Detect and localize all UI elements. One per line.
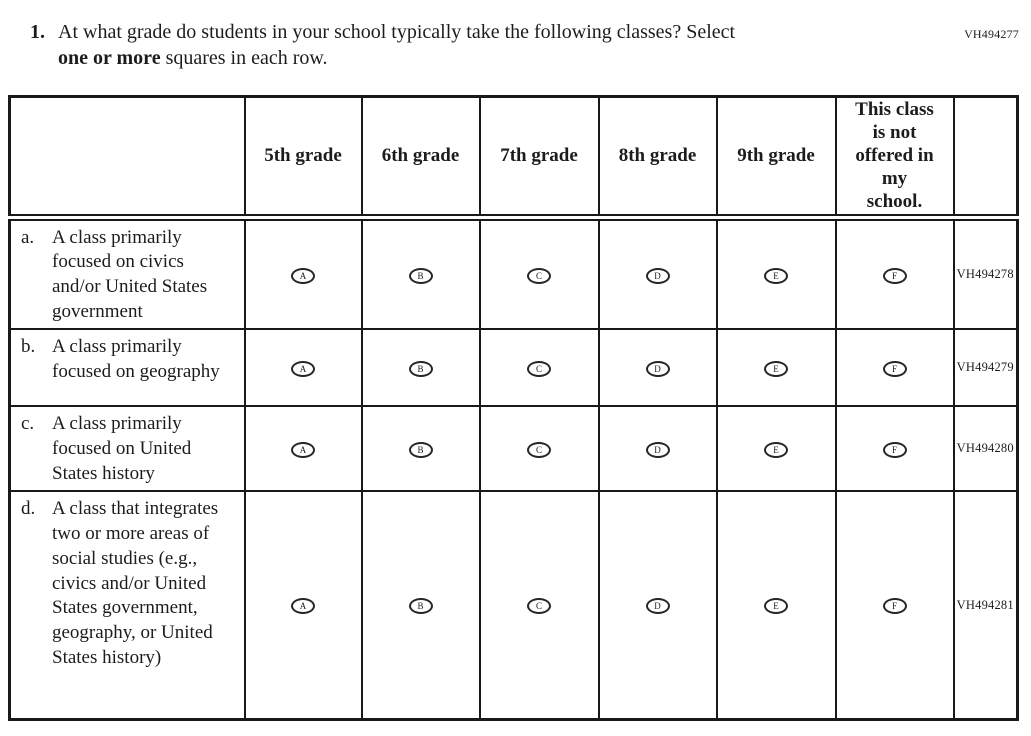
option-bubble-d[interactable]: D bbox=[645, 598, 670, 615]
answer-cell: F bbox=[834, 216, 955, 331]
header-not-offered: This class is not offered in my school. bbox=[834, 95, 955, 221]
option-bubble-b[interactable]: B bbox=[408, 267, 433, 284]
header-code-column bbox=[952, 95, 1019, 221]
header-5th-grade: 5th grade bbox=[243, 95, 363, 221]
option-bubble-a[interactable]: A bbox=[291, 441, 315, 458]
answer-cell: D bbox=[597, 216, 718, 331]
option-bubble-b[interactable]: B bbox=[408, 598, 433, 615]
row-code: VH494281 bbox=[952, 490, 1019, 721]
option-bubble-d[interactable]: D bbox=[645, 441, 670, 458]
option-bubble-d[interactable]: D bbox=[645, 267, 670, 284]
question-line1: At what grade do students in your school… bbox=[58, 21, 736, 43]
answer-cell: F bbox=[834, 490, 955, 721]
answer-cell: B bbox=[360, 405, 481, 493]
row-a-letter: a. bbox=[21, 226, 35, 248]
row-b-label: A class primarily focused on geography bbox=[52, 336, 220, 383]
answer-cell: B bbox=[360, 328, 481, 408]
answer-cell: A bbox=[243, 328, 363, 408]
answer-cell: C bbox=[478, 216, 600, 331]
question-number: 1. bbox=[30, 21, 45, 43]
answer-cell: E bbox=[715, 216, 837, 331]
row-a-label: A class primarily focused on civics and/… bbox=[52, 226, 208, 322]
question-bold-phrase: one or more bbox=[58, 47, 161, 70]
answer-cell: F bbox=[834, 405, 955, 493]
option-bubble-f[interactable]: F bbox=[882, 598, 907, 615]
answer-cell: A bbox=[243, 405, 363, 493]
table-row-d: d. A class that integrates two or more a… bbox=[8, 490, 1019, 721]
option-bubble-e[interactable]: E bbox=[764, 267, 788, 284]
answer-cell: C bbox=[478, 405, 600, 493]
table-row-a: a. A class primarily focused on civics a… bbox=[8, 216, 1019, 331]
question-line2-rest: squares in each row. bbox=[160, 47, 328, 70]
option-bubble-f[interactable]: F bbox=[882, 360, 907, 377]
option-bubble-f[interactable]: F bbox=[882, 441, 907, 458]
row-d-letter: d. bbox=[21, 498, 36, 520]
row-c-label: A class primarily focused on United Stat… bbox=[52, 413, 192, 484]
grade-selection-table: 5th grade 6th grade 7th grade 8th grade … bbox=[8, 94, 1019, 721]
answer-cell: D bbox=[597, 405, 718, 493]
row-code: VH494278 bbox=[952, 216, 1019, 331]
table-row-c: c. A class primarily focused on United S… bbox=[8, 405, 1019, 493]
row-c-letter: c. bbox=[21, 413, 35, 435]
row-a-label-cell: a. A class primarily focused on civics a… bbox=[8, 216, 246, 331]
option-bubble-b[interactable]: B bbox=[408, 360, 433, 377]
option-bubble-c[interactable]: C bbox=[527, 360, 551, 377]
row-b-letter: b. bbox=[21, 336, 36, 358]
option-bubble-f[interactable]: F bbox=[882, 267, 907, 284]
option-bubble-a[interactable]: A bbox=[291, 598, 315, 615]
answer-cell: B bbox=[360, 490, 481, 721]
row-c-label-cell: c. A class primarily focused on United S… bbox=[8, 405, 246, 493]
option-bubble-d[interactable]: D bbox=[645, 360, 670, 377]
answer-cell: E bbox=[715, 328, 837, 408]
answer-cell: D bbox=[597, 490, 718, 721]
form-code: VH494277 bbox=[964, 27, 1019, 41]
header-8th-grade: 8th grade bbox=[597, 95, 718, 221]
header-9th-grade: 9th grade bbox=[715, 95, 837, 221]
table-row-b: b. A class primarily focused on geograph… bbox=[8, 328, 1019, 408]
answer-cell: A bbox=[243, 216, 363, 331]
row-b-label-cell: b. A class primarily focused on geograph… bbox=[8, 328, 246, 408]
header-blank bbox=[8, 95, 246, 221]
answer-cell: C bbox=[478, 328, 600, 408]
row-code: VH494280 bbox=[952, 405, 1019, 493]
question-text: At what grade do students in your school… bbox=[58, 19, 735, 72]
header-6th-grade: 6th grade bbox=[360, 95, 481, 221]
option-bubble-a[interactable]: A bbox=[291, 267, 315, 284]
answer-cell: B bbox=[360, 216, 481, 331]
option-bubble-e[interactable]: E bbox=[764, 360, 788, 377]
option-bubble-e[interactable]: E bbox=[764, 598, 788, 615]
header-7th-grade: 7th grade bbox=[478, 95, 600, 221]
answer-cell: F bbox=[834, 328, 955, 408]
row-code: VH494279 bbox=[952, 328, 1019, 408]
answer-cell: E bbox=[715, 405, 837, 493]
answer-cell: A bbox=[243, 490, 363, 721]
option-bubble-a[interactable]: A bbox=[291, 360, 315, 377]
header-row: 5th grade 6th grade 7th grade 8th grade … bbox=[8, 95, 1019, 221]
option-bubble-c[interactable]: C bbox=[527, 267, 551, 284]
option-bubble-b[interactable]: B bbox=[408, 441, 433, 458]
option-bubble-c[interactable]: C bbox=[527, 598, 551, 615]
question-block: 1. At what grade do students in your sch… bbox=[30, 19, 910, 72]
option-bubble-c[interactable]: C bbox=[527, 441, 551, 458]
answer-cell: D bbox=[597, 328, 718, 408]
row-d-label: A class that integrates two or more area… bbox=[52, 498, 219, 668]
answer-cell: E bbox=[715, 490, 837, 721]
option-bubble-e[interactable]: E bbox=[764, 441, 788, 458]
answer-cell: C bbox=[478, 490, 600, 721]
row-d-label-cell: d. A class that integrates two or more a… bbox=[8, 490, 246, 721]
